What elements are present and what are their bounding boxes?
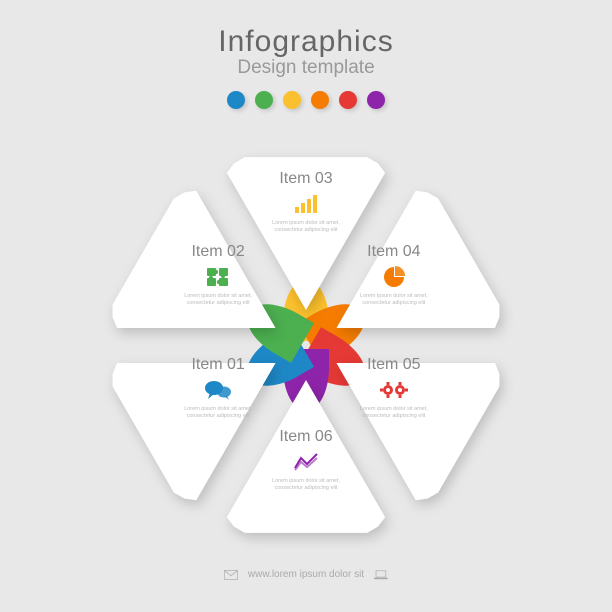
item-label: Item 02 <box>191 243 244 261</box>
footer: www.lorem ipsum dolor sit <box>224 569 388 580</box>
item-desc: Lorem ipsum dolor sit amet, consectetur … <box>173 293 263 307</box>
mail-icon <box>224 570 238 580</box>
item-label: Item 05 <box>367 356 420 374</box>
item-label: Item 03 <box>279 170 332 188</box>
hexagon-diagram: Item 03 Lorem ipsum dolor sit amet, conse… <box>106 145 506 545</box>
footer-text: www.lorem ipsum dolor sit <box>248 569 364 580</box>
laptop-icon <box>374 570 388 580</box>
color-dot <box>255 91 273 109</box>
item-desc: Lorem ipsum dolor sit amet, consectetur … <box>261 478 351 492</box>
color-dots <box>0 91 612 109</box>
color-dot <box>339 91 357 109</box>
pie-icon <box>380 265 408 289</box>
color-dot <box>283 91 301 109</box>
triangle-content: Item 02 Lorem ipsum dolor sit amet, conse… <box>128 243 308 307</box>
item-desc: Lorem ipsum dolor sit amet, consectetur … <box>349 293 439 307</box>
item-label: Item 04 <box>367 243 420 261</box>
color-dot <box>311 91 329 109</box>
triangle-content: Item 04 Lorem ipsum dolor sit amet, conse… <box>304 243 484 307</box>
triangle-segment: Item 02 Lorem ipsum dolor sit amet, conse… <box>118 211 298 367</box>
item-desc: Lorem ipsum dolor sit amet, consectetur … <box>173 406 263 420</box>
puzzle-icon <box>204 265 232 289</box>
color-dot <box>367 91 385 109</box>
header: Infographics Design template <box>0 0 612 109</box>
color-dot <box>227 91 245 109</box>
chat-icon <box>204 378 232 402</box>
page-subtitle: Design template <box>0 57 612 79</box>
page-title: Infographics <box>0 25 612 59</box>
